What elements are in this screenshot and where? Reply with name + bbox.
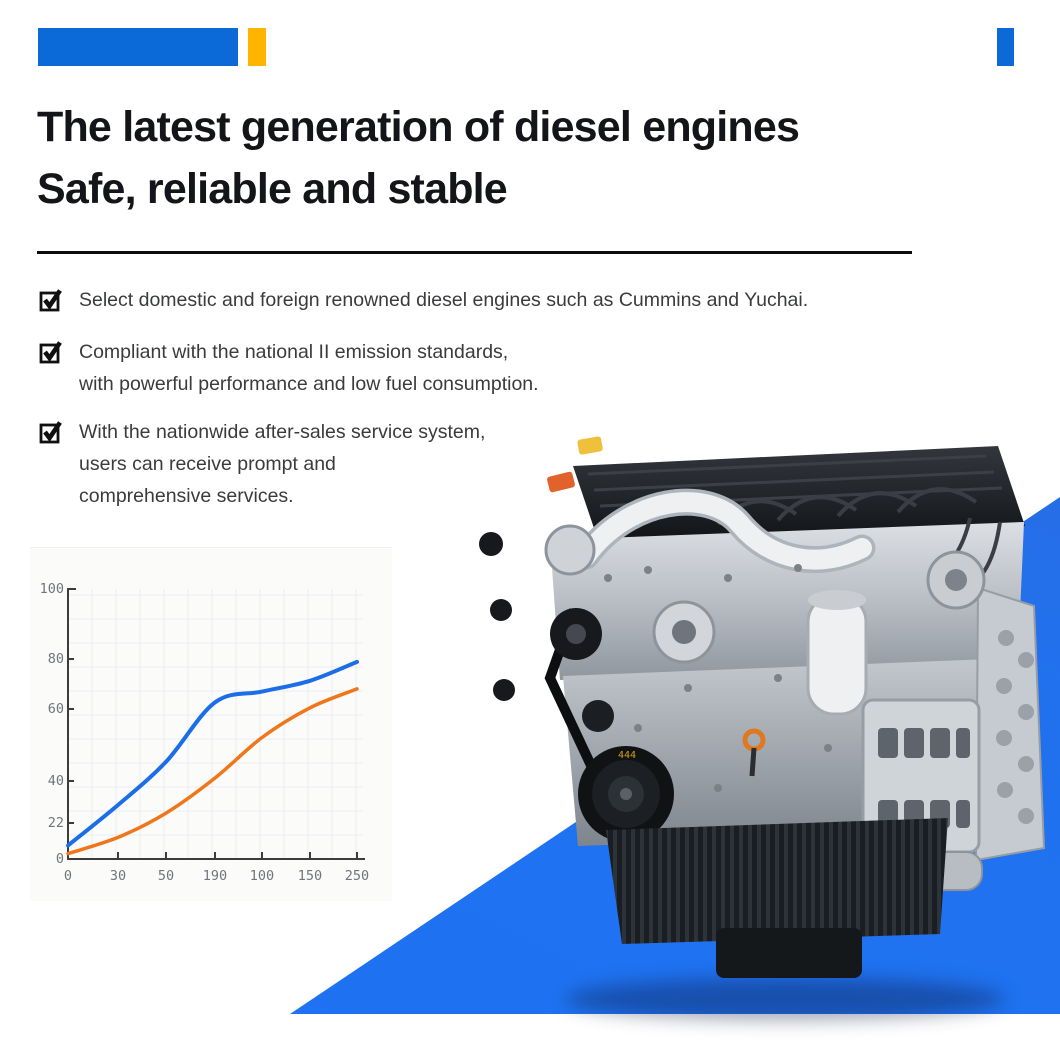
performance-line-chart: 100 80 60 40 22 0 0 30 50 190 100 150 25… xyxy=(30,547,392,901)
divider-line xyxy=(37,251,912,254)
x-tick-label: 0 xyxy=(63,868,73,884)
y-tick-label: 60 xyxy=(47,701,64,717)
page-title: The latest generation of diesel engines … xyxy=(37,96,957,220)
diesel-engine-image: 444 xyxy=(479,436,1046,978)
bullet-item-2: Compliant with the national II emission … xyxy=(38,336,539,400)
y-tick-label: 0 xyxy=(55,851,64,867)
y-tick-label: 40 xyxy=(47,773,64,789)
bullet-text: users can receive prompt and xyxy=(79,453,336,475)
bullet-item-3: With the nationwide after-sales service … xyxy=(38,416,485,512)
bullet-text: Compliant with the national II emission … xyxy=(79,341,509,363)
bullet-text: Select domestic and foreign renowned die… xyxy=(79,289,809,311)
page-title-line2: Safe, reliable and stable xyxy=(37,165,508,213)
checkbox-icon xyxy=(39,289,62,312)
x-tick-label: 150 xyxy=(297,868,323,884)
bullet-item-1: Select domestic and foreign renowned die… xyxy=(38,284,808,316)
y-tick-label: 100 xyxy=(39,581,64,597)
y-tick-label: 22 xyxy=(47,815,64,831)
x-tick-label: 250 xyxy=(344,868,370,884)
x-tick-label: 30 xyxy=(109,868,127,884)
x-tick-label: 50 xyxy=(157,868,175,884)
x-tick-label: 100 xyxy=(249,868,275,884)
header-accent-bar-blue xyxy=(38,28,238,66)
header-accent-bar-yellow xyxy=(248,28,266,66)
bullet-text: with powerful performance and low fuel c… xyxy=(79,373,539,395)
x-tick-label: 190 xyxy=(202,868,228,884)
checkbox-icon xyxy=(39,341,62,364)
chart-canvas xyxy=(66,588,365,860)
svg-text:444: 444 xyxy=(618,750,636,761)
bullet-text: With the nationwide after-sales service … xyxy=(79,421,486,443)
header-accent-bar-blue-right xyxy=(997,28,1014,66)
checkbox-icon xyxy=(39,421,62,444)
engine-shadow xyxy=(565,978,1005,1020)
y-tick-label: 80 xyxy=(47,651,64,667)
page-title-line1: The latest generation of diesel engines xyxy=(37,103,800,151)
bullet-text: comprehensive services. xyxy=(79,485,294,507)
